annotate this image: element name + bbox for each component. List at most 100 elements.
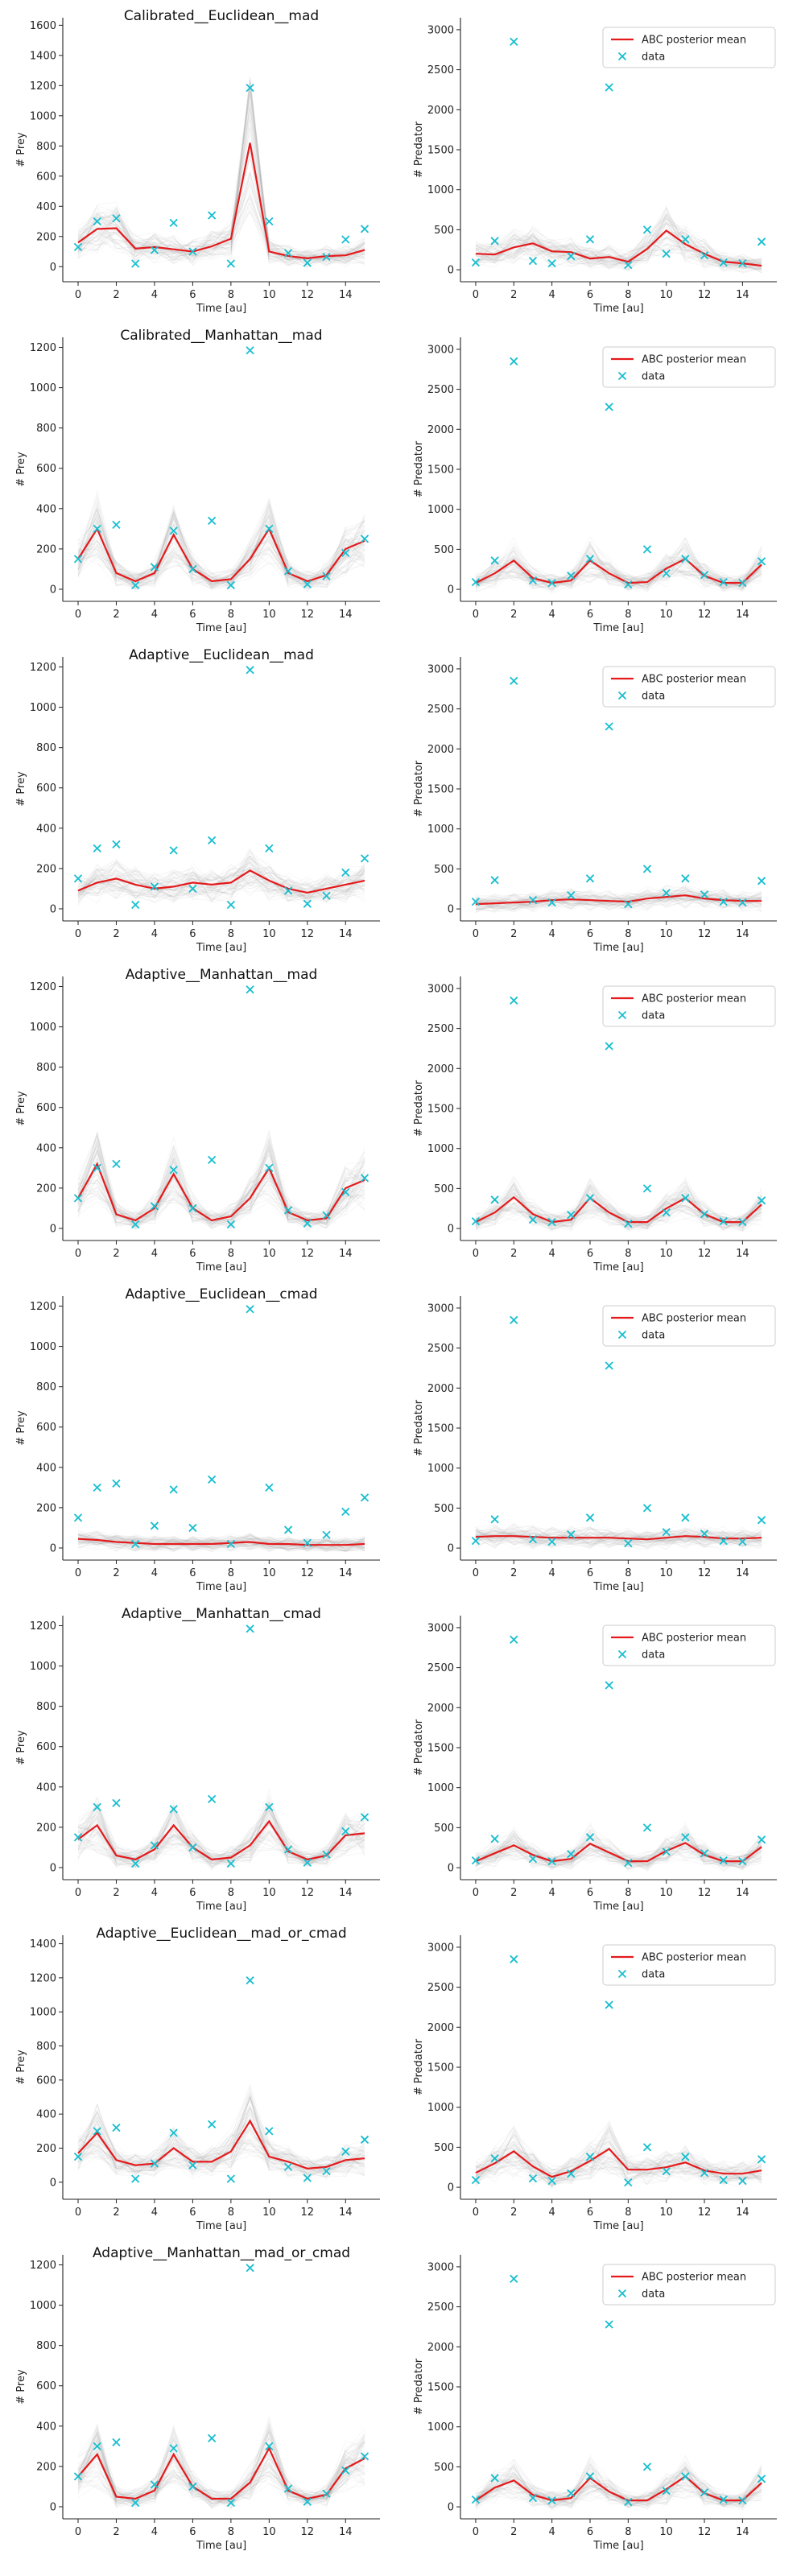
posterior-sample-line	[475, 1842, 762, 1868]
posterior-sample-line	[77, 1146, 365, 1228]
data-point	[226, 2174, 236, 2183]
data-point-stroke	[490, 1195, 499, 1204]
posterior-sample-line	[475, 1530, 762, 1547]
data-point	[471, 898, 481, 906]
y-tick-label: 1200	[30, 80, 56, 93]
posterior-sample-line	[77, 180, 365, 259]
posterior-sample-line	[475, 2458, 762, 2508]
data-point	[73, 1833, 83, 1842]
data-point	[510, 1315, 518, 1324]
data-point	[624, 260, 633, 270]
data-point	[510, 1635, 518, 1644]
data-point-stroke	[303, 1858, 312, 1867]
data-point-stroke	[662, 2167, 671, 2176]
y-tick-label: 1000	[30, 1022, 56, 1034]
y-tick-label: 2500	[427, 384, 454, 396]
data-point	[246, 666, 254, 675]
posterior-sample-line	[77, 2429, 365, 2504]
data-point-stroke	[150, 1521, 159, 1530]
posterior-sample-line	[77, 2123, 365, 2170]
data-point	[246, 985, 254, 994]
data-point	[188, 884, 197, 894]
data-point-stroke	[169, 526, 178, 535]
legend-data-swatch	[617, 2289, 627, 2298]
data-point	[226, 1859, 236, 1868]
posterior-sample-line	[77, 1146, 365, 1228]
posterior-sample-line	[475, 890, 762, 911]
x-tick-label: 4	[548, 1887, 555, 1899]
data-point	[360, 1813, 369, 1822]
posterior-sample-line	[77, 2434, 365, 2505]
posterior-sample-line	[77, 192, 365, 260]
data-point	[93, 844, 101, 852]
data-point-stroke	[207, 1475, 217, 1484]
data-point-stroke	[738, 898, 747, 907]
posterior-sample-line	[77, 118, 365, 264]
posterior-sample-line	[475, 547, 762, 592]
x-tick-label: 14	[339, 609, 353, 621]
data-point-stroke	[547, 898, 556, 907]
posterior-sample-line	[475, 2162, 762, 2183]
data-point-stroke	[246, 985, 254, 994]
posterior-sample-line	[77, 1536, 365, 1553]
posterior-sample-line	[475, 1830, 762, 1868]
panel-prey-0: Calibrated__Euclidean__mad02004006008001…	[15, 8, 380, 315]
data-point-stroke	[528, 2174, 538, 2183]
legend-data-label: data	[642, 1010, 665, 1022]
data-point	[303, 1538, 312, 1547]
data-point	[169, 2444, 178, 2453]
posterior-sample-line	[475, 242, 762, 270]
data-point	[719, 1537, 728, 1546]
x-tick-label: 2	[113, 2526, 119, 2538]
posterior-sample-line	[77, 2439, 365, 2505]
posterior-sample-line	[77, 2119, 365, 2177]
data-point	[757, 557, 766, 566]
data-point-stroke	[73, 1194, 83, 1203]
posterior-sample-line	[475, 2475, 762, 2511]
y-tick-label: 400	[36, 2109, 56, 2121]
y-tick-label: 500	[434, 2142, 454, 2154]
data-point	[360, 1174, 369, 1183]
posterior-sample-line	[475, 2122, 762, 2185]
posterior-sample-line	[475, 1530, 762, 1546]
posterior-sample-line	[77, 207, 365, 263]
posterior-sample-line	[475, 891, 762, 911]
posterior-mean-line	[475, 1535, 762, 1541]
data-point-stroke	[246, 1624, 254, 1633]
data-point-stroke	[341, 2147, 350, 2156]
posterior-sample-line	[475, 1194, 762, 1226]
posterior-sample-line	[475, 889, 762, 910]
data-point	[662, 1208, 671, 1217]
y-tick-label: 0	[448, 265, 454, 277]
data-point	[490, 1195, 499, 1204]
x-tick-label: 12	[698, 2526, 712, 2538]
data-point-stroke	[112, 520, 121, 529]
posterior-sample-line	[77, 1806, 365, 1866]
posterior-sample-line	[475, 221, 762, 267]
data-point	[265, 1163, 274, 1172]
data-point	[73, 242, 83, 252]
data-point	[719, 898, 728, 906]
legend-box	[602, 346, 776, 388]
x-axis-label: Time [au]	[196, 2220, 246, 2232]
data-point	[547, 259, 556, 268]
posterior-sample-line	[475, 2145, 762, 2186]
x-axis-label: Time [au]	[592, 1261, 643, 1274]
data-point-stroke	[131, 1539, 140, 1549]
data-point-stroke	[265, 2442, 274, 2450]
data-point	[528, 1855, 538, 1864]
legend-data-swatch	[617, 1330, 627, 1340]
posterior-sample-line	[475, 2145, 762, 2182]
posterior-sample-line	[475, 227, 762, 266]
data-point	[246, 1975, 254, 1985]
posterior-sample-line	[77, 2128, 365, 2170]
legend-data-swatch	[617, 691, 627, 700]
data-point	[585, 874, 595, 883]
x-tick-label: 4	[151, 928, 158, 940]
x-axis-label: Time [au]	[592, 1901, 643, 1913]
posterior-sample-line	[77, 2104, 365, 2176]
posterior-sample-line	[475, 206, 762, 265]
data-point	[188, 247, 197, 256]
posterior-sample-line	[77, 2116, 365, 2178]
